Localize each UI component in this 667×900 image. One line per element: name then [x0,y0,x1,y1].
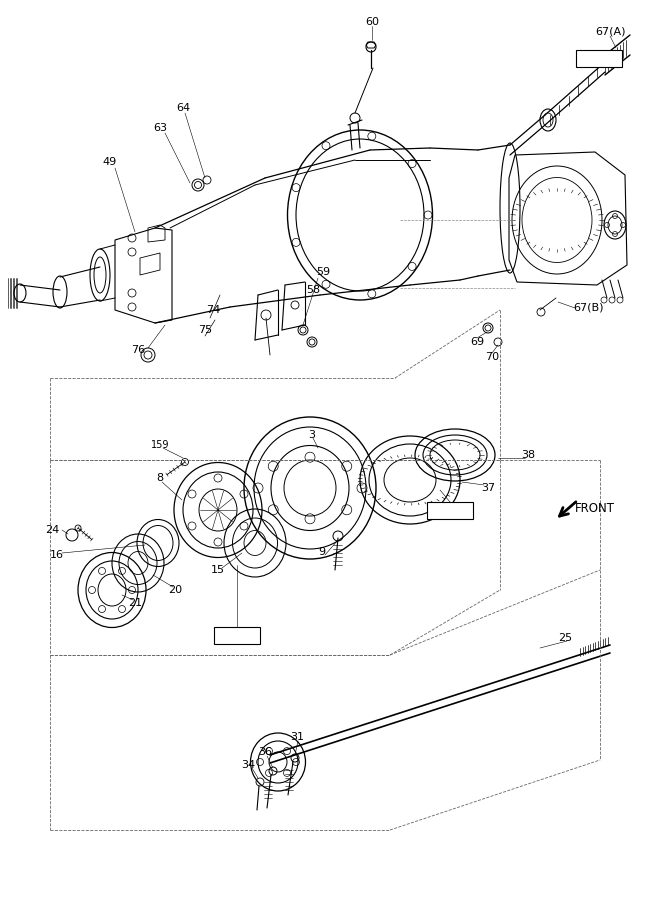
Text: 36: 36 [258,747,272,757]
Text: 63: 63 [153,123,167,133]
Text: 70: 70 [485,352,499,362]
Text: 15: 15 [211,565,225,575]
Text: 34: 34 [241,760,255,770]
Text: 76: 76 [131,345,145,355]
Text: 24: 24 [45,525,59,535]
Text: 49: 49 [103,157,117,167]
Text: 67(A): 67(A) [595,27,625,37]
Text: 21: 21 [128,598,142,608]
Text: 3-15: 3-15 [438,505,462,515]
Bar [576,50,622,67]
Text: 60: 60 [365,17,379,27]
Text: 31: 31 [290,732,304,742]
Text: 38: 38 [521,450,535,460]
Text: 37: 37 [481,483,495,493]
Text: 67(B): 67(B) [573,303,603,313]
Text: 59: 59 [316,267,330,277]
Text: 9: 9 [318,547,325,557]
Text: 25: 25 [558,633,572,643]
Text: FRONT: FRONT [575,501,615,515]
Text: 20: 20 [168,585,182,595]
Text: 58: 58 [306,285,320,295]
Bar [214,626,260,644]
Text: 75: 75 [198,325,212,335]
Text: 16: 16 [50,550,64,560]
Text: 64: 64 [176,103,190,113]
Bar [427,501,473,518]
Text: 3: 3 [309,430,315,440]
Text: 159: 159 [151,440,169,450]
Text: 8: 8 [157,473,163,483]
Text: 4-25: 4-25 [586,53,612,63]
Text: 74: 74 [206,305,220,315]
Text: 4-80: 4-80 [224,630,249,640]
Text: 69: 69 [470,337,484,347]
